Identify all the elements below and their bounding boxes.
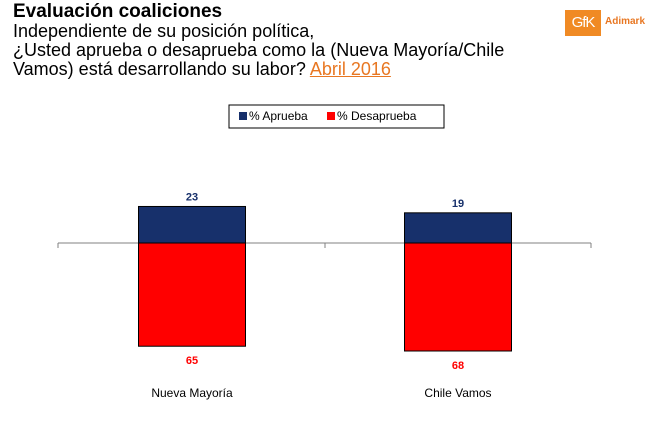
data-label-aprueba-chile-vamos: 19 [452, 198, 464, 210]
chart-title: Evaluación coaliciones [13, 1, 223, 22]
legend-label-desaprueba: % Desaprueba [337, 109, 417, 123]
gfk-adimark-logo: GfK Adimark [565, 10, 645, 36]
bar-aprueba-chile-vamos [404, 212, 512, 244]
question-line-3: Vamos) está desarrollando su labor? Abri… [13, 60, 553, 79]
legend-swatch-desaprueba [327, 112, 335, 120]
bar-aprueba-nueva-mayoria [138, 205, 246, 244]
legend: % Aprueba % Desaprueba [228, 104, 445, 129]
plot-area: 23 65 Nueva Mayoría 19 68 Chile Vamos [57, 191, 592, 400]
data-label-desaprueba-chile-vamos: 68 [452, 360, 464, 372]
gfk-logo-mark: GfK [565, 10, 601, 36]
legend-box [228, 104, 445, 129]
survey-date: Abril 2016 [309, 59, 391, 79]
adimark-logo-name: Adimark [605, 16, 646, 27]
question-line-3-text: Vamos) está desarrollando su labor? [13, 59, 306, 79]
category-label-nueva-mayoria: Nueva Mayoría [151, 386, 233, 400]
legend-label-aprueba: % Aprueba [249, 109, 308, 123]
category-label-chile-vamos: Chile Vamos [424, 386, 491, 400]
legend-swatch-aprueba [239, 112, 247, 120]
question-line-1: Independiente de su posición política, [13, 21, 315, 41]
question-line-2: ¿Usted aprueba o desaprueba como la (Nue… [13, 40, 505, 60]
data-label-aprueba-nueva-mayoria: 23 [186, 191, 198, 203]
question-text: Independiente de su posición política, ¿… [13, 22, 553, 79]
data-label-desaprueba-nueva-mayoria: 65 [186, 355, 198, 367]
bar-desaprueba-nueva-mayoria [138, 242, 246, 347]
bar-desaprueba-chile-vamos [404, 242, 512, 352]
